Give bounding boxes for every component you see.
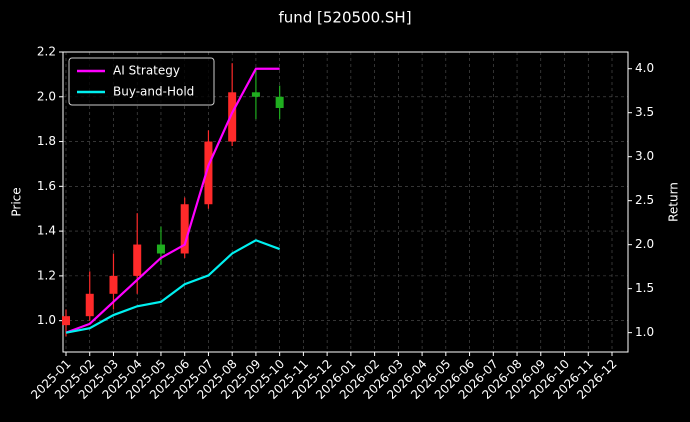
y-tick-label: 2.0 (37, 89, 56, 103)
legend-label: AI Strategy (113, 64, 180, 78)
y-tick-label: 1.0 (37, 313, 56, 327)
y2-tick-label: 1.5 (635, 281, 654, 295)
y2-tick-label: 3.0 (635, 149, 654, 163)
y2-tick-label: 2.5 (635, 193, 654, 207)
candle-body (133, 244, 142, 276)
candle-body (156, 244, 165, 254)
y2-tick-label: 4.0 (635, 61, 654, 75)
y-tick-label: 1.8 (37, 134, 56, 148)
candle-body (109, 275, 118, 294)
candle-body (180, 204, 189, 254)
series-line (65, 67, 280, 334)
y-tick-label: 1.6 (37, 179, 56, 193)
y-tick-label: 2.2 (37, 45, 56, 59)
y2-tick-label: 3.5 (635, 105, 654, 119)
candle-body (204, 141, 213, 205)
candle-body (62, 316, 70, 326)
y2-tick-label: 1.0 (635, 325, 654, 339)
y-tick-label: 1.2 (37, 268, 56, 282)
y-axis-label: Price (10, 187, 24, 216)
chart-title: fund [520500.SH] (278, 9, 411, 27)
y-tick-label: 1.4 (37, 224, 56, 238)
plot-frame (62, 51, 629, 353)
legend-label: Buy-and-Hold (113, 85, 194, 99)
y2-axis-label: Return (667, 182, 681, 222)
y2-tick-label: 2.0 (635, 237, 654, 251)
series-line (65, 239, 281, 334)
candle-body (228, 92, 237, 142)
candle-body (251, 92, 260, 97)
legend-box (68, 57, 215, 106)
candle-body (85, 293, 94, 317)
candle-body (275, 96, 284, 108)
